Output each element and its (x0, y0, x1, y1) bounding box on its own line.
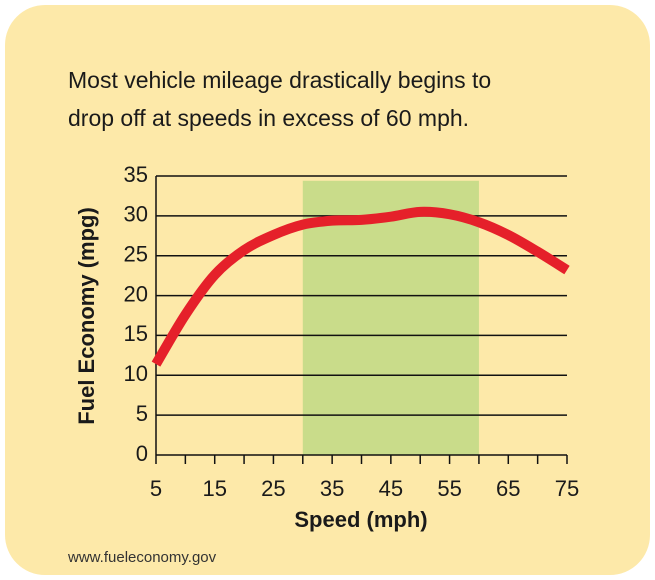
y-tick-label: 25 (124, 242, 148, 267)
x-tick-label: 55 (437, 476, 461, 501)
y-axis-title: Fuel Economy (mpg) (74, 207, 99, 425)
x-tick-label: 35 (320, 476, 344, 501)
x-tick-label: 45 (379, 476, 403, 501)
x-tick-label: 75 (555, 476, 579, 501)
chart-title: Most vehicle mileage drastically begins … (68, 67, 491, 93)
y-tick-label: 35 (124, 162, 148, 187)
y-tick-label: 5 (136, 401, 148, 426)
y-tick-label: 10 (124, 361, 148, 386)
y-tick-label: 0 (136, 441, 148, 466)
x-tick-label: 65 (496, 476, 520, 501)
x-tick-label: 15 (202, 476, 226, 501)
x-tick-label: 25 (261, 476, 285, 501)
source: www.fueleconomy.gov (67, 549, 217, 566)
line (151, 206, 570, 367)
chart-title: drop off at speeds in excess of 60 mph. (68, 105, 469, 131)
highlight-band (302, 180, 479, 456)
y-tick-label: 20 (124, 281, 148, 306)
y-tick-label: 30 (124, 202, 148, 227)
x-axis-title: Speed (mph) (294, 507, 427, 532)
x-tick-label: 5 (150, 476, 162, 501)
y-tick-label: 15 (124, 321, 148, 346)
